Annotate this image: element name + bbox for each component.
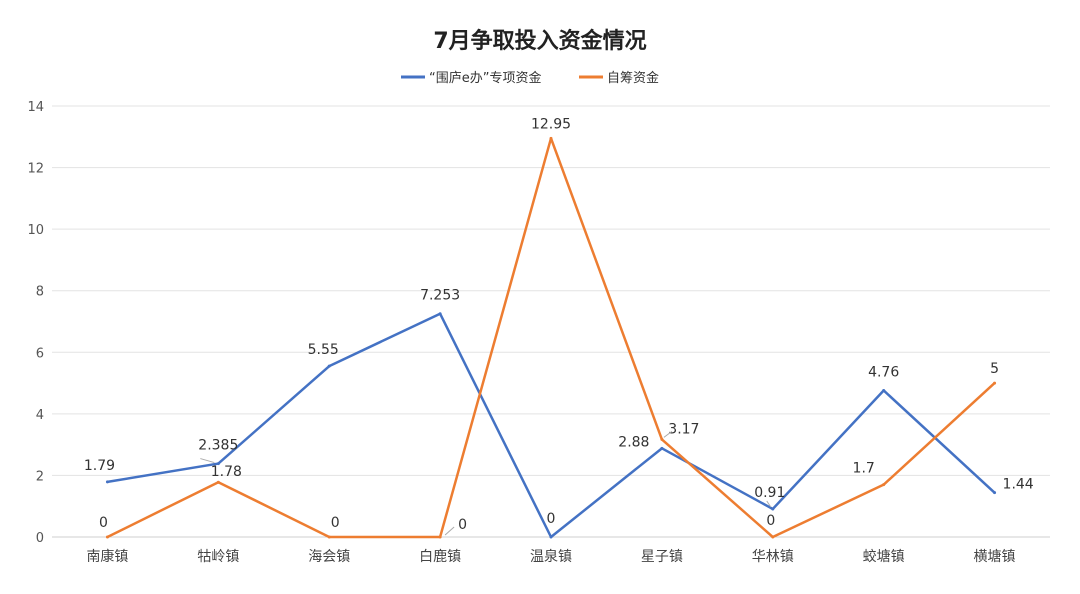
data-label: 0 bbox=[547, 511, 556, 527]
y-tick-label: 6 bbox=[36, 346, 44, 361]
data-point bbox=[771, 507, 775, 511]
data-label: 0 bbox=[766, 513, 775, 529]
data-point bbox=[438, 535, 442, 539]
data-point bbox=[216, 462, 220, 466]
data-label: 1.78 bbox=[211, 464, 242, 480]
gridlines bbox=[52, 105, 1050, 538]
data-point bbox=[993, 491, 997, 495]
data-point bbox=[660, 446, 664, 450]
data-label: 0.91 bbox=[754, 485, 785, 501]
data-point bbox=[660, 437, 664, 441]
data-labels: 1.79 2.385 5.55 7.253 0 2.88 0.91 4.76 1.44 0 1.78… bbox=[84, 116, 1034, 536]
data-label: 0 bbox=[331, 515, 340, 531]
x-tick-label: 牯岭镇 bbox=[197, 549, 239, 565]
data-point bbox=[549, 535, 553, 539]
x-tick-label: 海会镇 bbox=[308, 549, 350, 565]
legend: “围庐e办”专项资金 自筹资金 bbox=[401, 70, 659, 86]
data-point bbox=[216, 480, 220, 484]
data-label: 4.76 bbox=[868, 364, 899, 380]
data-label: 1.44 bbox=[1003, 477, 1034, 493]
data-label: 0 bbox=[99, 515, 108, 531]
y-tick-label: 0 bbox=[36, 531, 44, 546]
data-label: 1.79 bbox=[84, 458, 115, 474]
y-tick-label: 10 bbox=[27, 223, 44, 238]
data-label: 2.385 bbox=[198, 438, 238, 454]
data-point bbox=[438, 312, 442, 316]
x-tick-label: 蛟塘镇 bbox=[863, 549, 905, 565]
x-tick-label: 华林镇 bbox=[752, 549, 794, 565]
x-axis: 南康镇 牯岭镇 海会镇 白鹿镇 温泉镇 星子镇 华林镇 蛟塘镇 横塘镇 bbox=[86, 548, 1015, 565]
data-label: 5 bbox=[990, 361, 999, 377]
label-leader-line bbox=[663, 431, 673, 438]
data-point bbox=[993, 381, 997, 385]
series-group bbox=[105, 136, 997, 539]
data-point bbox=[105, 480, 109, 484]
label-leader-line bbox=[200, 458, 215, 464]
data-label: 0 bbox=[458, 517, 467, 533]
data-label: 5.55 bbox=[308, 342, 339, 358]
chart-title: 7月争取投入资金情况 bbox=[433, 28, 646, 54]
y-tick-label: 12 bbox=[27, 162, 44, 177]
label-leader-line bbox=[766, 500, 772, 508]
legend-label-1: 自筹资金 bbox=[607, 70, 659, 86]
y-tick-label: 2 bbox=[36, 469, 44, 484]
y-tick-label: 4 bbox=[36, 408, 44, 423]
label-leader-line bbox=[444, 526, 455, 536]
y-tick-label: 14 bbox=[27, 100, 44, 115]
data-point bbox=[105, 535, 109, 539]
x-tick-label: 星子镇 bbox=[641, 549, 683, 565]
series-line-0 bbox=[107, 312, 996, 539]
data-label: 7.253 bbox=[420, 288, 460, 304]
data-point bbox=[882, 388, 886, 392]
data-point bbox=[327, 535, 331, 539]
data-label: 2.88 bbox=[618, 434, 649, 450]
data-point bbox=[549, 136, 553, 140]
x-tick-label: 温泉镇 bbox=[530, 548, 572, 565]
x-tick-label: 横塘镇 bbox=[974, 549, 1016, 565]
x-tick-label: 南康镇 bbox=[86, 548, 128, 565]
data-point bbox=[327, 364, 331, 368]
data-label: 3.17 bbox=[668, 421, 699, 437]
data-label: 12.95 bbox=[531, 116, 571, 132]
y-tick-label: 8 bbox=[36, 285, 44, 300]
legend-label-0: “围庐e办”专项资金 bbox=[429, 70, 541, 86]
data-point bbox=[882, 483, 886, 487]
data-label: 1.7 bbox=[853, 461, 875, 477]
data-point bbox=[771, 535, 775, 539]
x-tick-label: 白鹿镇 bbox=[419, 548, 461, 565]
y-axis: 0 2 4 6 8 10 12 14 bbox=[27, 100, 44, 546]
